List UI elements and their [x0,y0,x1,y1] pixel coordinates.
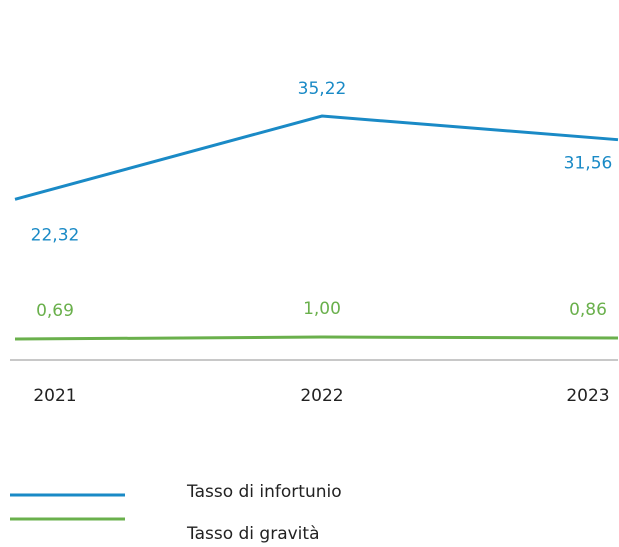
legend-label: Tasso di infortunio [186,482,342,502]
data-label: 22,32 [31,225,80,245]
data-label: 0,86 [569,300,607,320]
data-label: 1,00 [303,299,341,319]
data-line [14,335,619,341]
x-tick-label: 2022 [300,386,343,406]
x-tick-label: 2023 [566,386,609,406]
data-label: 0,69 [36,301,74,321]
data-line [14,114,619,201]
x-tick-label: 2021 [33,386,76,406]
data-label: 31,56 [564,154,613,174]
legend-label: Tasso di gravità [186,524,320,543]
data-label: 35,22 [298,79,347,99]
